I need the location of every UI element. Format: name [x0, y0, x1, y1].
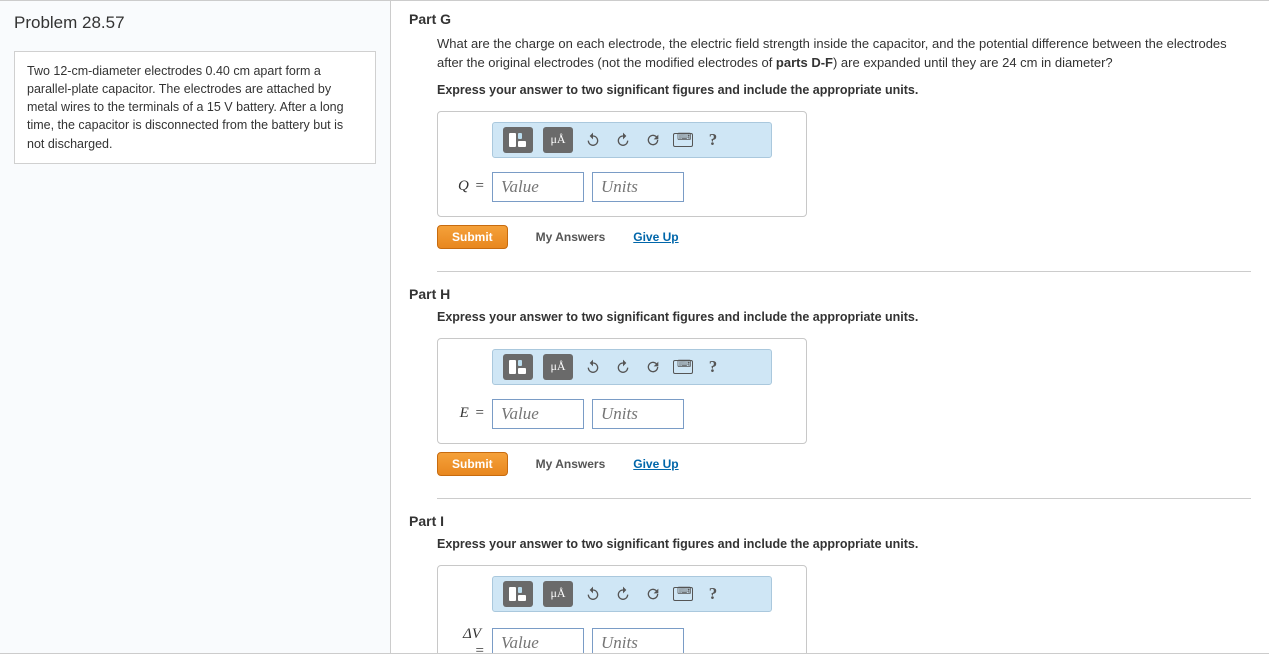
reset-icon[interactable]: [643, 357, 663, 377]
redo-icon[interactable]: [613, 357, 633, 377]
part-i-answer-area: μÅ ? ΔV =: [437, 565, 807, 653]
part-g-body: What are the charge on each electrode, t…: [409, 35, 1251, 272]
part-h: Part H Express your answer to two signif…: [409, 286, 1251, 499]
part-h-units-input[interactable]: [592, 399, 684, 429]
part-g-question: What are the charge on each electrode, t…: [437, 35, 1237, 73]
part-i-units-input[interactable]: [592, 628, 684, 653]
app-container: Problem 28.57 Two 12-cm-diameter electro…: [0, 0, 1269, 654]
parts-panel: Part G What are the charge on each elect…: [391, 1, 1269, 653]
part-i-var-label: ΔV =: [452, 626, 484, 653]
part-i: Part I Express your answer to two signif…: [409, 513, 1251, 653]
part-i-body: Express your answer to two significant f…: [409, 537, 1251, 653]
give-up-link[interactable]: Give Up: [633, 457, 678, 471]
part-h-var-label: E =: [452, 405, 484, 422]
part-g-answer-area: μÅ ? Q =: [437, 111, 807, 217]
keyboard-icon[interactable]: [673, 357, 693, 377]
units-icon[interactable]: μÅ: [543, 354, 573, 380]
templates-icon[interactable]: [503, 354, 533, 380]
undo-icon[interactable]: [583, 357, 603, 377]
templates-icon[interactable]: [503, 127, 533, 153]
part-h-instruction: Express your answer to two significant f…: [437, 310, 1251, 324]
part-g-var-label: Q =: [452, 178, 484, 195]
my-answers-link[interactable]: My Answers: [536, 457, 606, 471]
units-icon[interactable]: μÅ: [543, 581, 573, 607]
part-i-input-row: ΔV =: [452, 626, 792, 653]
part-h-actions: Submit My Answers Give Up: [437, 452, 1251, 476]
help-icon[interactable]: ?: [703, 357, 723, 377]
part-i-instruction: Express your answer to two significant f…: [437, 537, 1251, 551]
part-g-instruction: Express your answer to two significant f…: [437, 83, 1251, 97]
give-up-link[interactable]: Give Up: [633, 230, 678, 244]
part-i-toolbar: μÅ ?: [492, 576, 772, 612]
part-g-actions: Submit My Answers Give Up: [437, 225, 1251, 249]
part-g-units-input[interactable]: [592, 172, 684, 202]
part-h-value-input[interactable]: [492, 399, 584, 429]
redo-icon[interactable]: [613, 584, 633, 604]
part-i-title: Part I: [409, 513, 1251, 529]
part-g-title: Part G: [409, 11, 1251, 27]
part-h-answer-area: μÅ ? E =: [437, 338, 807, 444]
part-h-input-row: E =: [452, 399, 792, 429]
part-g-input-row: Q =: [452, 172, 792, 202]
part-h-title: Part H: [409, 286, 1251, 302]
part-h-body: Express your answer to two significant f…: [409, 310, 1251, 499]
keyboard-icon[interactable]: [673, 130, 693, 150]
part-h-toolbar: μÅ ?: [492, 349, 772, 385]
problem-title: Problem 28.57: [14, 13, 376, 33]
problem-panel: Problem 28.57 Two 12-cm-diameter electro…: [0, 1, 391, 653]
reset-icon[interactable]: [643, 584, 663, 604]
units-icon[interactable]: μÅ: [543, 127, 573, 153]
part-g-toolbar: μÅ ?: [492, 122, 772, 158]
templates-icon[interactable]: [503, 581, 533, 607]
separator: [437, 498, 1251, 499]
undo-icon[interactable]: [583, 584, 603, 604]
part-g: Part G What are the charge on each elect…: [409, 11, 1251, 272]
problem-description: Two 12-cm-diameter electrodes 0.40 cm ap…: [14, 51, 376, 164]
redo-icon[interactable]: [613, 130, 633, 150]
submit-button[interactable]: Submit: [437, 225, 508, 249]
part-g-value-input[interactable]: [492, 172, 584, 202]
my-answers-link[interactable]: My Answers: [536, 230, 606, 244]
submit-button[interactable]: Submit: [437, 452, 508, 476]
help-icon[interactable]: ?: [703, 130, 723, 150]
undo-icon[interactable]: [583, 130, 603, 150]
keyboard-icon[interactable]: [673, 584, 693, 604]
part-i-value-input[interactable]: [492, 628, 584, 653]
help-icon[interactable]: ?: [703, 584, 723, 604]
reset-icon[interactable]: [643, 130, 663, 150]
separator: [437, 271, 1251, 272]
